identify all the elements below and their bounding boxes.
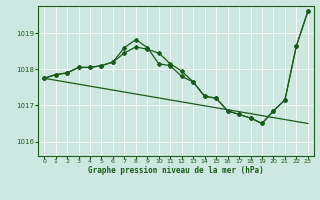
X-axis label: Graphe pression niveau de la mer (hPa): Graphe pression niveau de la mer (hPa) bbox=[88, 166, 264, 175]
